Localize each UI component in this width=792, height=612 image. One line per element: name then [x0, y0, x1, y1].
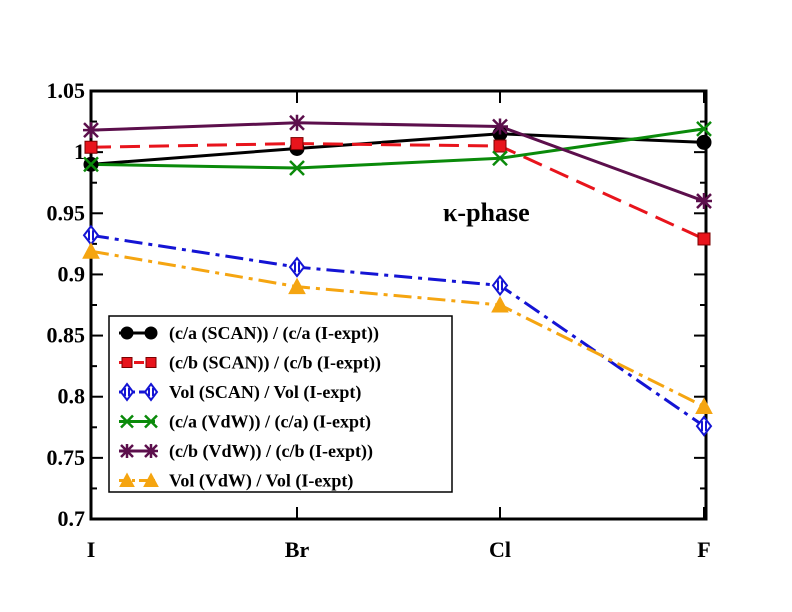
x-tick-label: F	[697, 537, 710, 562]
marker-square	[121, 357, 133, 368]
marker-diamond	[695, 415, 713, 437]
marker-star	[289, 114, 305, 131]
marker-triangle	[119, 472, 135, 487]
marker-x	[83, 156, 99, 173]
marker-star	[144, 444, 158, 458]
marker-x	[289, 160, 305, 176]
marker-x	[120, 414, 134, 429]
legend-label: Vol (SCAN) / Vol (I-expt)	[169, 382, 361, 403]
marker-square	[697, 232, 711, 246]
legend: (c/a (SCAN)) / (c/a (I-expt)) (c/b (SCAN)…	[108, 315, 453, 493]
series-line-5	[90, 121, 705, 203]
marker-square	[145, 357, 157, 368]
marker-star	[492, 118, 508, 135]
y-tick-label: 1	[74, 139, 85, 164]
marker-triangle	[288, 277, 306, 295]
legend-label: Vol (VdW) / Vol (I-expt)	[169, 471, 353, 492]
x-tick-label: I	[87, 537, 96, 562]
y-tick-label: 0.75	[47, 445, 86, 470]
y-tick-label: 1.05	[47, 78, 86, 103]
marker-square	[84, 140, 98, 154]
series-markers	[82, 114, 713, 437]
series-lines	[90, 121, 705, 428]
marker-triangle	[143, 472, 159, 487]
marker-circle	[144, 326, 158, 340]
series-line-6	[90, 249, 705, 408]
y-tick-label: 0.9	[58, 261, 86, 286]
x-tick-label: Br	[285, 537, 310, 562]
marker-square	[290, 137, 304, 151]
legend-label: (c/b (VdW)) / (c/b (I-expt))	[169, 441, 373, 462]
marker-diamond	[143, 382, 159, 402]
y-axis: 0.7 0.75 0.8 0.85 0.9 0.95 1 1.05	[47, 78, 706, 531]
legend-label: (c/b (SCAN)) / (c/b (I-expt))	[169, 353, 381, 374]
y-tick-label: 0.8	[58, 384, 86, 409]
series-line-4	[90, 127, 705, 170]
marker-diamond	[119, 382, 135, 402]
marker-square	[493, 139, 507, 153]
marker-triangle	[695, 397, 713, 414]
marker-x	[144, 414, 158, 429]
x-axis: I Br Cl F	[87, 91, 711, 562]
marker-star	[83, 122, 99, 139]
y-tick-label: 0.85	[47, 323, 86, 348]
marker-diamond	[288, 256, 306, 278]
legend-label: (c/a (VdW)) / (c/a) (I-expt)	[169, 412, 371, 433]
phase-annotation: κ-phase	[443, 198, 530, 227]
series-line-1	[90, 132, 705, 166]
legend-label: (c/a (SCAN)) / (c/a (I-expt))	[169, 323, 379, 344]
x-tick-label: Cl	[489, 537, 511, 562]
marker-x	[696, 121, 712, 137]
marker-triangle	[491, 295, 509, 313]
series-line-2	[90, 142, 705, 241]
marker-diamond	[82, 224, 100, 246]
marker-x	[492, 150, 508, 167]
y-tick-label: 0.7	[58, 506, 86, 531]
marker-star	[120, 444, 134, 458]
y-tick-label: 0.95	[47, 200, 86, 225]
marker-circle	[696, 134, 712, 150]
legend-box	[108, 315, 453, 493]
marker-circle	[120, 326, 134, 340]
marker-star	[696, 193, 712, 210]
marker-diamond	[491, 274, 509, 297]
marker-triangle	[82, 242, 100, 259]
